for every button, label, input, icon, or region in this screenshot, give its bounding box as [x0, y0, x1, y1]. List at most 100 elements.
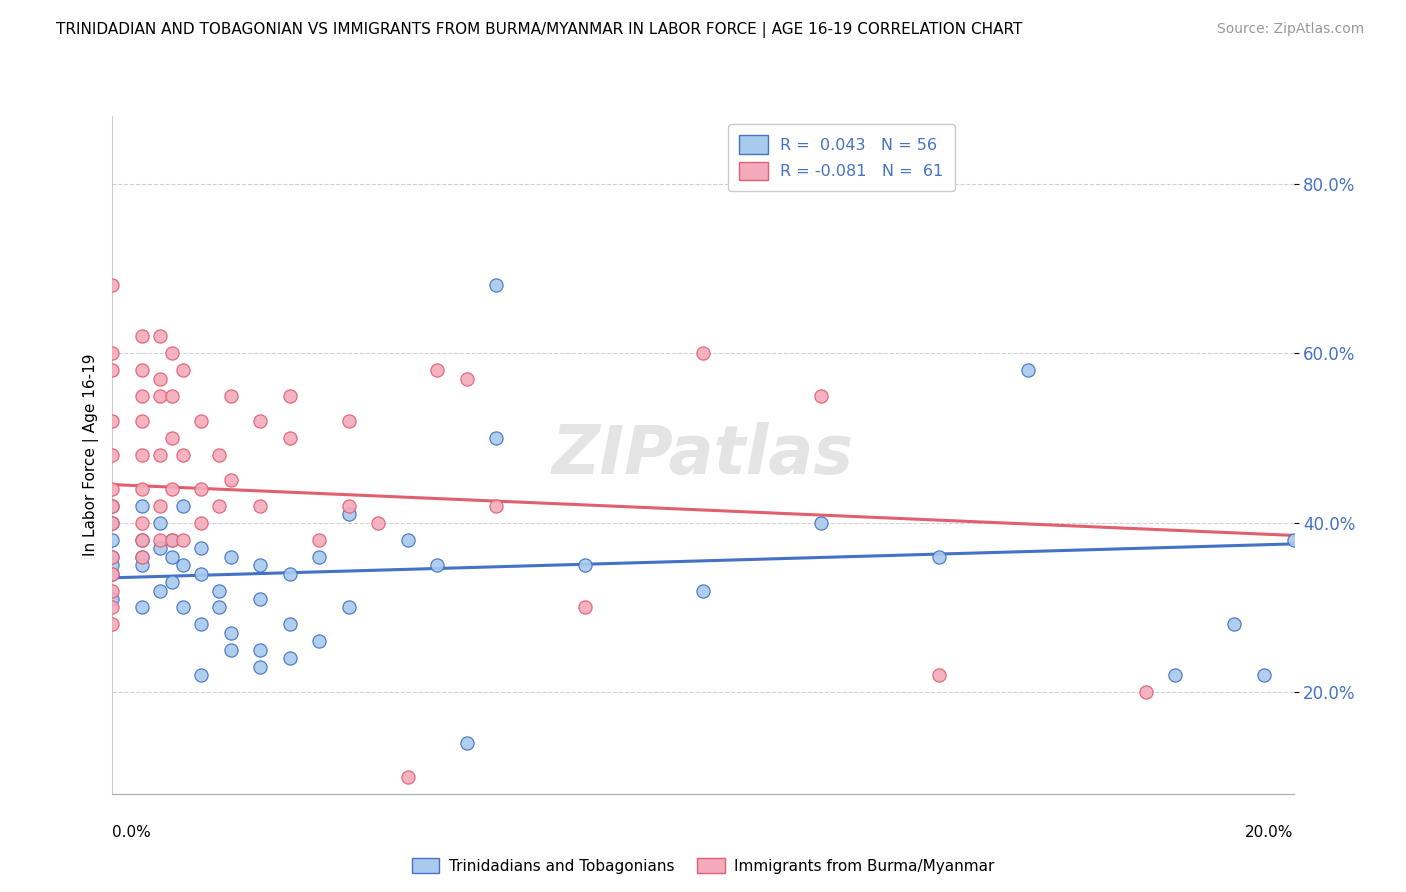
- Point: [131, 482, 153, 496]
- Point: [308, 549, 330, 564]
- Point: [337, 507, 360, 521]
- Point: [101, 516, 124, 530]
- Point: [149, 389, 172, 403]
- Point: [219, 389, 242, 403]
- Point: [190, 516, 212, 530]
- Point: [485, 499, 508, 513]
- Point: [101, 592, 124, 607]
- Point: [208, 583, 231, 598]
- Point: [149, 516, 172, 530]
- Point: [810, 516, 832, 530]
- Point: [249, 558, 271, 573]
- Point: [149, 499, 172, 513]
- Point: [101, 566, 124, 581]
- Point: [249, 642, 271, 657]
- Text: 20.0%: 20.0%: [1246, 825, 1294, 840]
- Point: [574, 600, 596, 615]
- Point: [172, 363, 194, 377]
- Point: [456, 371, 478, 385]
- Point: [308, 634, 330, 648]
- Point: [190, 414, 212, 428]
- Point: [160, 533, 183, 547]
- Point: [190, 668, 212, 682]
- Point: [1135, 685, 1157, 699]
- Point: [101, 516, 124, 530]
- Point: [249, 499, 271, 513]
- Point: [396, 533, 419, 547]
- Point: [928, 668, 950, 682]
- Point: [485, 278, 508, 293]
- Point: [426, 363, 449, 377]
- Point: [249, 592, 271, 607]
- Point: [574, 558, 596, 573]
- Point: [101, 363, 124, 377]
- Point: [149, 541, 172, 555]
- Point: [131, 549, 153, 564]
- Point: [101, 448, 124, 462]
- Point: [160, 482, 183, 496]
- Text: Source: ZipAtlas.com: Source: ZipAtlas.com: [1216, 22, 1364, 37]
- Point: [131, 558, 153, 573]
- Point: [131, 516, 153, 530]
- Point: [485, 431, 508, 445]
- Point: [101, 600, 124, 615]
- Point: [149, 371, 172, 385]
- Point: [131, 414, 153, 428]
- Point: [160, 549, 183, 564]
- Point: [208, 499, 231, 513]
- Point: [101, 533, 124, 547]
- Point: [149, 533, 172, 547]
- Point: [278, 566, 301, 581]
- Point: [101, 566, 124, 581]
- Point: [337, 600, 360, 615]
- Point: [208, 448, 231, 462]
- Point: [160, 431, 183, 445]
- Point: [101, 617, 124, 632]
- Point: [160, 574, 183, 589]
- Point: [190, 541, 212, 555]
- Point: [1017, 363, 1039, 377]
- Point: [219, 549, 242, 564]
- Point: [278, 617, 301, 632]
- Point: [172, 499, 194, 513]
- Point: [278, 651, 301, 665]
- Point: [367, 516, 389, 530]
- Legend: Trinidadians and Tobagonians, Immigrants from Burma/Myanmar: Trinidadians and Tobagonians, Immigrants…: [406, 852, 1000, 880]
- Point: [172, 448, 194, 462]
- Point: [172, 600, 194, 615]
- Point: [160, 533, 183, 547]
- Point: [1164, 668, 1187, 682]
- Point: [337, 414, 360, 428]
- Point: [337, 499, 360, 513]
- Point: [160, 346, 183, 360]
- Point: [101, 549, 124, 564]
- Point: [456, 736, 478, 750]
- Point: [810, 389, 832, 403]
- Point: [101, 499, 124, 513]
- Point: [208, 600, 231, 615]
- Text: 0.0%: 0.0%: [112, 825, 152, 840]
- Point: [190, 617, 212, 632]
- Point: [149, 329, 172, 343]
- Point: [131, 533, 153, 547]
- Y-axis label: In Labor Force | Age 16-19: In Labor Force | Age 16-19: [83, 353, 98, 557]
- Point: [396, 770, 419, 784]
- Point: [219, 473, 242, 487]
- Point: [219, 642, 242, 657]
- Legend: R =  0.043   N = 56, R = -0.081   N =  61: R = 0.043 N = 56, R = -0.081 N = 61: [728, 124, 955, 191]
- Point: [131, 533, 153, 547]
- Point: [131, 600, 153, 615]
- Point: [101, 549, 124, 564]
- Text: TRINIDADIAN AND TOBAGONIAN VS IMMIGRANTS FROM BURMA/MYANMAR IN LABOR FORCE | AGE: TRINIDADIAN AND TOBAGONIAN VS IMMIGRANTS…: [56, 22, 1022, 38]
- Point: [101, 414, 124, 428]
- Point: [190, 482, 212, 496]
- Point: [101, 499, 124, 513]
- Point: [426, 558, 449, 573]
- Point: [219, 626, 242, 640]
- Point: [101, 278, 124, 293]
- Point: [172, 533, 194, 547]
- Point: [131, 499, 153, 513]
- Point: [278, 389, 301, 403]
- Point: [278, 431, 301, 445]
- Point: [308, 533, 330, 547]
